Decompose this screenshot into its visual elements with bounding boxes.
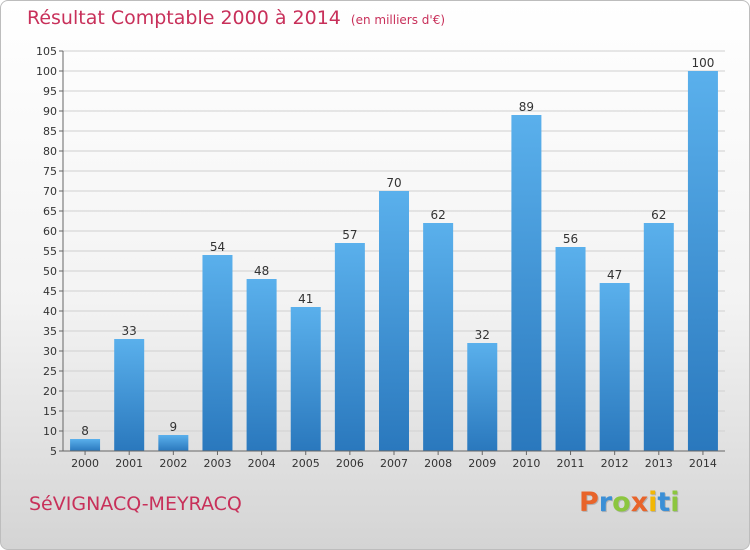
bar-value-label: 48 — [254, 264, 269, 278]
bar-value-label: 70 — [386, 176, 401, 190]
logo-letter: i — [648, 487, 658, 518]
y-tick-label: 45 — [43, 285, 57, 298]
bar-value-label: 54 — [210, 240, 225, 254]
bar — [687, 71, 718, 451]
y-tick-label: 20 — [43, 385, 57, 398]
x-tick-label: 2009 — [468, 457, 496, 470]
y-tick-label: 40 — [43, 305, 57, 318]
bar-value-label: 100 — [691, 56, 714, 70]
x-tick-label: 2000 — [71, 457, 99, 470]
logo-letter: x — [630, 487, 649, 518]
y-tick-label: 10 — [43, 425, 57, 438]
y-tick-label: 70 — [43, 185, 57, 198]
x-tick-label: 2011 — [557, 457, 585, 470]
y-tick-label: 15 — [43, 405, 57, 418]
logo-letter: i — [670, 487, 680, 518]
bar — [423, 223, 454, 451]
proxiti-logo: Proxiti — [579, 487, 680, 518]
bar — [555, 247, 586, 451]
x-tick-label: 2003 — [203, 457, 231, 470]
chart-title: Résultat Comptable 2000 à 2014 (en millie… — [27, 7, 445, 29]
y-tick-label: 25 — [43, 365, 57, 378]
x-tick-label: 2001 — [115, 457, 143, 470]
bar — [467, 343, 498, 451]
logo-letter: t — [657, 487, 671, 518]
x-tick-label: 2005 — [292, 457, 320, 470]
logo-letter: r — [598, 487, 613, 518]
bar-value-label: 89 — [519, 100, 534, 114]
bar-value-label: 56 — [563, 232, 578, 246]
y-tick-label: 75 — [43, 165, 57, 178]
y-tick-label: 105 — [36, 45, 57, 58]
logo-letter: o — [612, 487, 631, 518]
x-tick-label: 2006 — [336, 457, 364, 470]
y-tick-label: 80 — [43, 145, 57, 158]
bar — [70, 439, 101, 451]
y-tick-label: 60 — [43, 225, 57, 238]
x-tick-label: 2014 — [689, 457, 717, 470]
chart-title-unit: (en milliers d'€) — [350, 13, 446, 27]
bar — [643, 223, 674, 451]
x-tick-label: 2002 — [159, 457, 187, 470]
bar-value-label: 62 — [651, 208, 666, 222]
y-tick-label: 90 — [43, 105, 57, 118]
y-tick-label: 65 — [43, 205, 57, 218]
y-tick-label: 30 — [43, 345, 57, 358]
x-tick-label: 2013 — [645, 457, 673, 470]
bar — [599, 283, 630, 451]
logo-letter: P — [579, 487, 599, 518]
x-tick-label: 2012 — [601, 457, 629, 470]
y-tick-label: 5 — [50, 445, 57, 458]
bar — [511, 115, 542, 451]
bar-value-label: 32 — [475, 328, 490, 342]
bar — [290, 307, 321, 451]
bar-value-label: 41 — [298, 292, 313, 306]
bar-value-label: 8 — [81, 424, 89, 438]
axes — [59, 50, 725, 455]
bar — [158, 435, 189, 451]
bar-value-label: 62 — [430, 208, 445, 222]
x-tick-label: 2010 — [512, 457, 540, 470]
bar — [334, 243, 365, 451]
x-tick-label: 2007 — [380, 457, 408, 470]
bar-value-label: 47 — [607, 268, 622, 282]
labels: 5 10 15 20 25 30 35 40 45 50 55 60 65 70 75 80 85 90 95 100… — [36, 45, 717, 470]
bar — [379, 191, 409, 451]
x-tick-label: 2004 — [248, 457, 276, 470]
y-tick-label: 35 — [43, 325, 57, 338]
bar — [114, 339, 145, 451]
y-tick-label: 55 — [43, 245, 57, 258]
commune-name: SéVIGNACQ-MEYRACQ — [29, 493, 242, 515]
bar — [246, 279, 277, 451]
bar — [202, 255, 233, 451]
bar-value-label: 33 — [122, 324, 137, 338]
y-tick-label: 95 — [43, 85, 57, 98]
bar-value-label: 57 — [342, 228, 357, 242]
x-tick-label: 2008 — [424, 457, 452, 470]
y-tick-label: 50 — [43, 265, 57, 278]
chart-title-main: Résultat Comptable 2000 à 2014 — [27, 7, 341, 29]
y-tick-label: 85 — [43, 125, 57, 138]
bar-value-label: 9 — [170, 420, 178, 434]
y-tick-label: 100 — [36, 65, 57, 78]
bars — [70, 71, 718, 451]
